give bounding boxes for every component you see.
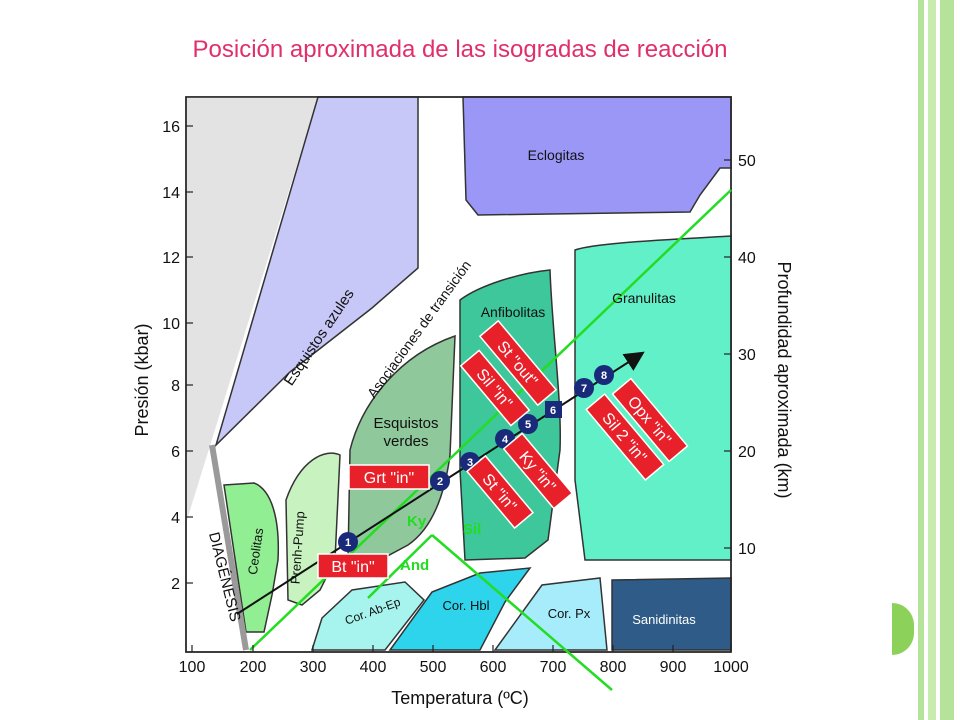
facies-label-esquistos-verdes: verdes [383, 433, 428, 450]
diagenesis-boundary [209, 444, 249, 651]
svg-text:1: 1 [345, 537, 351, 549]
facies-label-anfibolitas: Anfibolitas [481, 304, 546, 320]
y-tick-label: 2 [171, 576, 180, 593]
x-tick-label: 1000 [713, 659, 749, 676]
y-tick-label: 12 [162, 250, 180, 267]
region-cor-px [493, 577, 608, 651]
path-point: 5 [518, 414, 538, 434]
x-tick-label: 400 [360, 659, 387, 676]
isograd-label-ky-in: Ky "in" [502, 432, 574, 510]
region-cor-ab-ep [310, 581, 426, 651]
facies-label-cor-px: Cor. Px [548, 606, 591, 621]
y-axis-right-title: Profundidad aproximada (km) [774, 261, 794, 498]
facies-label-esquistos-verdes: Esquistos [373, 415, 438, 432]
polymorph-line-and-sil [431, 534, 613, 691]
svg-text:Bt "in": Bt "in" [331, 559, 374, 576]
polymorph-line-ky-and [367, 534, 433, 599]
polymorph-label-sil: Sil [463, 521, 481, 538]
svg-text:4: 4 [502, 434, 509, 446]
x-tick-label: 500 [420, 659, 447, 676]
isograd-label-grt-in: Grt "in" [348, 464, 430, 490]
slide-nav-tab[interactable] [892, 603, 914, 655]
polymorph-label-ky: Ky [407, 513, 427, 530]
y-tick-label: 6 [171, 444, 180, 461]
slide-border-rail [940, 0, 954, 720]
svg-text:6: 6 [550, 405, 556, 417]
facies-label-ceolitas: Ceolitas [245, 527, 266, 576]
region-ceolitas [223, 482, 280, 633]
path-point: 1 [338, 532, 358, 552]
bottom-axis-tick-labels: 100 200 300 400 500 600 700 800 900 1000 [179, 659, 749, 676]
svg-text:2: 2 [437, 476, 443, 488]
svg-text:7: 7 [581, 383, 587, 395]
slide-border-rail [918, 0, 924, 720]
bottom-axis-ticks [191, 645, 732, 652]
region-granulitas [574, 235, 732, 561]
path-point: 7 [574, 378, 594, 398]
depth-tick-label: 30 [738, 347, 756, 364]
facies-label-granulitas: Granulitas [612, 290, 676, 306]
facies-label-prenh-pump: Prenh-Pump [287, 511, 307, 585]
slide-title: Posición aproximada de las isogradas de … [192, 36, 728, 63]
x-tick-label: 200 [240, 659, 267, 676]
region-esquistos-verdes [347, 334, 456, 561]
facies-label-cor-hbl: Cor. Hbl [443, 598, 490, 613]
depth-tick-label: 40 [738, 250, 756, 267]
right-axis-tick-labels: 10 20 30 40 50 [738, 153, 756, 558]
x-tick-label: 600 [480, 659, 507, 676]
svg-text:8: 8 [601, 370, 607, 382]
x-axis-title: Temperatura (ºC) [391, 688, 529, 708]
region-no-metamorphism [187, 97, 318, 520]
path-point: 6 [545, 401, 562, 418]
svg-text:5: 5 [525, 419, 531, 431]
left-axis-tick-labels: 2 4 6 8 10 12 14 16 [162, 119, 180, 593]
polymorph-label-and: And [400, 557, 429, 574]
x-tick-label: 100 [179, 659, 206, 676]
x-tick-label: 900 [660, 659, 687, 676]
x-tick-label: 800 [600, 659, 627, 676]
depth-tick-label: 50 [738, 153, 756, 170]
svg-text:Grt "in": Grt "in" [364, 470, 414, 487]
y-tick-label: 16 [162, 119, 180, 136]
left-axis-ticks [186, 125, 193, 584]
y-tick-label: 10 [162, 316, 180, 333]
isograd-label-bt-in: Bt "in" [317, 553, 389, 579]
plot-border [185, 96, 732, 653]
facies-label-sanidinitas: Sanidinitas [632, 612, 696, 627]
y-axis-left-title: Presión (kbar) [132, 323, 152, 436]
depth-tick-label: 20 [738, 444, 756, 461]
slide-border-rail [928, 0, 936, 720]
y-tick-label: 14 [162, 185, 180, 202]
y-tick-label: 8 [171, 378, 180, 395]
facies-label-eclogitas: Eclogitas [528, 147, 585, 163]
region-eclogitas [462, 96, 732, 216]
x-tick-label: 300 [300, 659, 327, 676]
y-tick-label: 4 [171, 510, 180, 527]
right-axis-ticks [724, 159, 731, 549]
x-tick-label: 700 [540, 659, 567, 676]
path-point: 8 [594, 365, 614, 385]
path-point: 2 [430, 471, 450, 491]
depth-tick-label: 10 [738, 541, 756, 558]
svg-text:3: 3 [467, 457, 473, 469]
